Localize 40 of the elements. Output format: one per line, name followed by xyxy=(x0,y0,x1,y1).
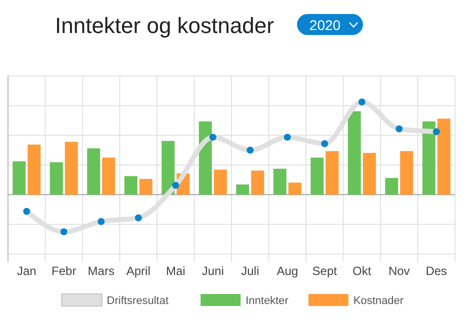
x-tick-label: Aug xyxy=(276,264,298,278)
legend-label: Inntekter xyxy=(246,295,289,307)
bar xyxy=(50,162,63,195)
bar xyxy=(198,121,212,195)
bar xyxy=(12,161,26,195)
bar xyxy=(124,176,138,195)
x-tick-label: Des xyxy=(426,264,448,278)
bar xyxy=(28,144,41,195)
bar xyxy=(326,151,339,195)
bar xyxy=(87,148,100,195)
x-tick-label: Juli xyxy=(241,264,260,278)
bar xyxy=(422,121,436,195)
x-tick-label: Nov xyxy=(388,264,410,278)
bar xyxy=(310,158,324,195)
bar xyxy=(102,158,116,195)
bar xyxy=(385,178,398,195)
bar xyxy=(139,178,152,195)
bar xyxy=(214,170,227,195)
x-tick-label: Okt xyxy=(352,264,372,278)
bar xyxy=(162,140,175,195)
x-tick-label: Juni xyxy=(202,264,224,278)
x-tick-label: Mai xyxy=(166,264,186,278)
x-tick-label: Mars xyxy=(88,264,114,278)
bar xyxy=(273,168,286,195)
x-tick-label: Febr xyxy=(52,264,76,278)
x-tick-label: Sept xyxy=(312,264,338,278)
x-tick-label: Jan xyxy=(16,264,36,278)
bar xyxy=(236,184,250,195)
bar xyxy=(437,118,450,195)
bar xyxy=(348,111,361,195)
bar xyxy=(288,182,302,195)
bar xyxy=(64,142,78,195)
bar xyxy=(400,151,414,195)
bar xyxy=(362,152,376,195)
legend-label: Kostnader xyxy=(353,295,404,307)
chart-title: Inntekter og kostnader xyxy=(55,13,274,38)
x-tick-label: April xyxy=(126,264,150,278)
legend-label: Driftsresultat xyxy=(106,295,169,307)
chart-subtitle: 2020 xyxy=(309,17,341,33)
bar xyxy=(251,170,264,195)
